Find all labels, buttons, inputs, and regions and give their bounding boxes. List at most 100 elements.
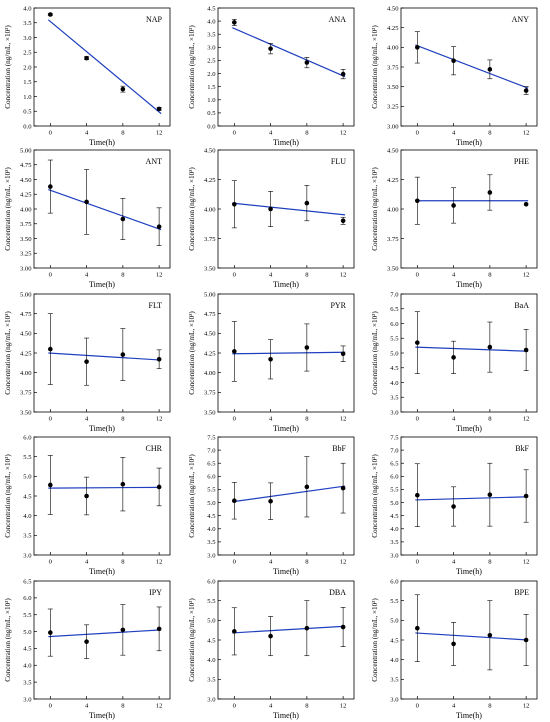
data-point	[120, 216, 126, 222]
x-axis-title: Time(h)	[89, 138, 115, 147]
plot-frame	[400, 293, 538, 413]
y-tick-label: 4.75	[204, 311, 216, 318]
y-tick-label: 4.00	[387, 206, 399, 213]
data-point	[340, 485, 346, 491]
x-tick-label: 8	[305, 130, 309, 137]
y-tick-label: 4.25	[204, 350, 216, 357]
x-tick-label: 4	[269, 703, 273, 710]
data-point	[451, 641, 456, 647]
y-tick-label: 4.50	[20, 177, 32, 184]
data-point	[487, 632, 493, 638]
y-tick-label: 3.50	[20, 409, 32, 416]
fit-line	[415, 44, 529, 89]
y-tick-label: 4.50	[387, 5, 399, 12]
y-tick-label: 3.0	[390, 409, 399, 416]
panel-pyr: 3.50 3.75 4.00 4.25 4.50 4.75 5.00 0 4 8 12 Time(h)…	[188, 291, 355, 433]
y-tick-label: 3.50	[204, 265, 216, 272]
data-point	[304, 200, 310, 206]
y-tick-label: 5.0	[207, 500, 216, 507]
data-point	[232, 201, 237, 207]
x-tick-label: 4	[85, 130, 89, 137]
y-tick-label: 3.5	[23, 20, 32, 27]
data-point	[120, 86, 126, 92]
fit-line	[415, 496, 529, 501]
x-tick-label: 4	[269, 559, 273, 566]
data-point	[487, 190, 493, 195]
x-tick-label: 0	[49, 703, 53, 710]
panel-ipy: 3.0 3.5 4.0 4.5 5.0 5.5 6.0 6.5 0 4 8 12 Time(h) Conc…	[4, 578, 171, 720]
y-tick-label: 3.0	[23, 35, 32, 42]
y-tick-label: 4.25	[387, 177, 399, 184]
data-point	[232, 629, 237, 634]
fit-line	[232, 202, 346, 216]
x-axis-title: Time(h)	[273, 424, 299, 433]
x-tick-label: 12	[523, 416, 530, 423]
x-tick-label: 8	[305, 416, 309, 423]
x-tick-label: 8	[305, 703, 309, 710]
y-tick-label: 4.0	[23, 5, 32, 12]
x-tick-label: 0	[416, 130, 420, 137]
data-point	[415, 625, 420, 631]
data-point	[156, 106, 162, 112]
y-axis-title: Concentration (ng/mL, ×10³)	[4, 598, 12, 682]
x-tick-label: 12	[156, 559, 163, 566]
data-point	[487, 344, 493, 350]
y-tick-label: 4.25	[387, 25, 399, 32]
x-tick-label: 0	[49, 559, 53, 566]
data-point	[523, 201, 529, 207]
panel-baa: 3.0 3.5 4.0 4.5 5.0 5.5 6.0 6.5 7.0 0 4 8 12 Time(h) C…	[371, 291, 538, 433]
y-tick-label: 4.50	[204, 147, 216, 154]
data-point	[84, 359, 89, 364]
data-point	[48, 482, 53, 488]
y-tick-label: 4.0	[23, 663, 32, 670]
x-tick-label: 4	[452, 130, 456, 137]
x-axis-title: Time(h)	[456, 424, 482, 433]
y-tick-label: 5.00	[20, 147, 32, 154]
x-tick-label: 8	[121, 416, 125, 423]
data-point	[451, 504, 456, 509]
data-point	[268, 356, 273, 362]
panel-label: ANA	[329, 15, 347, 24]
x-tick-label: 8	[488, 559, 492, 566]
y-tick-label: 7.0	[207, 447, 216, 454]
plot-frame	[33, 7, 171, 127]
y-tick-label: 2.5	[207, 58, 216, 65]
panel-flu: 3.50 3.75 4.00 4.25 4.50 0 4 8 12 Time(h) Concentr…	[188, 147, 355, 289]
panel-phe: 3.50 3.75 4.00 4.25 4.50 0 4 8 12 Time(h) Concentr…	[371, 147, 538, 289]
y-axis-title: Concentration (ng/mL, ×10³)	[4, 454, 12, 538]
x-tick-label: 4	[269, 130, 273, 137]
data-point	[268, 498, 273, 504]
y-tick-label: 6.5	[207, 461, 216, 468]
x-tick-label: 12	[156, 416, 163, 423]
y-tick-label: 5.00	[20, 291, 32, 298]
y-tick-label: 3.25	[20, 251, 32, 258]
data-point	[304, 345, 310, 350]
panel-nap: 0.0 0.5 1.0 1.5 2.0 2.5 3.0 3.5 4.0 0 4 8 12 Time(h) C…	[4, 5, 171, 147]
panel-label: NAP	[146, 15, 163, 24]
x-axis-title: Time(h)	[273, 280, 299, 289]
x-axis-title: Time(h)	[456, 138, 482, 147]
y-tick-label: 5.5	[207, 487, 216, 494]
data-point	[304, 625, 310, 631]
plot-frame	[33, 580, 171, 700]
y-tick-label: 5.5	[390, 336, 399, 343]
x-tick-label: 12	[523, 559, 530, 566]
x-tick-label: 4	[85, 272, 89, 279]
y-axis-title: Concentration (ng/mL, ×10³)	[371, 311, 379, 395]
data-point	[487, 67, 493, 72]
y-tick-label: 5.5	[390, 598, 399, 605]
data-point	[156, 356, 162, 362]
x-axis-title: Time(h)	[456, 711, 482, 720]
y-tick-label: 1.5	[207, 84, 216, 91]
y-tick-label: 3.5	[23, 679, 32, 686]
y-axis-title: Concentration (ng/mL, ×10³)	[4, 167, 12, 251]
y-tick-label: 3.50	[387, 265, 399, 272]
data-point	[451, 58, 456, 64]
fit-line	[232, 485, 346, 503]
y-tick-label: 6.0	[207, 474, 216, 481]
x-tick-label: 12	[523, 703, 530, 710]
y-tick-label: 3.0	[390, 552, 399, 559]
y-tick-label: 6.5	[390, 461, 399, 468]
x-tick-label: 12	[156, 130, 163, 137]
data-point	[304, 484, 310, 490]
